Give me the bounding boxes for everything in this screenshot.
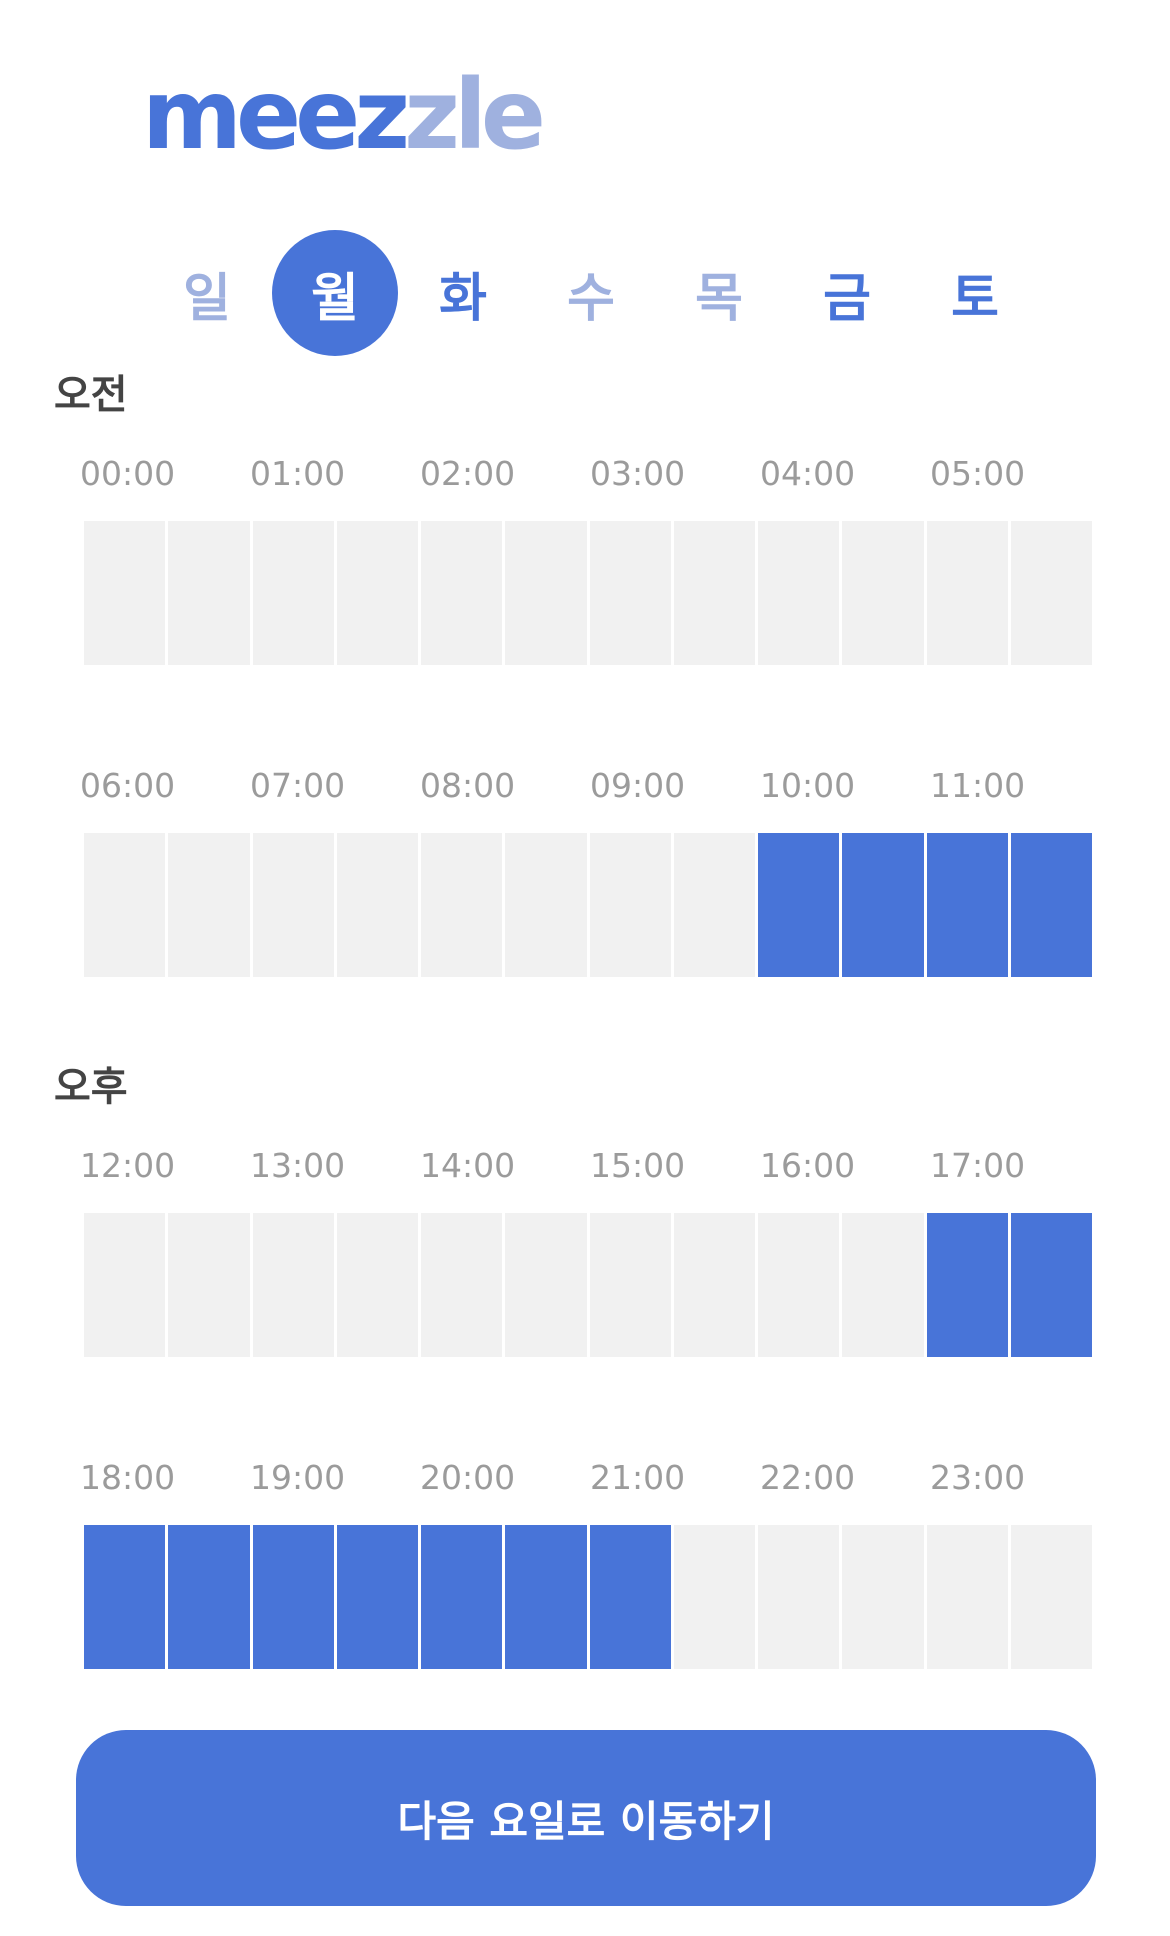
time-label: 02:00 [420,454,516,493]
time-slot[interactable] [421,833,503,977]
time-slot[interactable] [673,521,755,665]
time-slot[interactable] [589,833,671,977]
time-slot[interactable] [252,833,334,977]
time-slot-selected[interactable] [252,1525,334,1669]
time-labels: 00:00 01:00 02:00 03:00 04:00 05:00 [80,454,1092,504]
day-tab-3[interactable]: 수 [567,268,615,329]
time-slot[interactable] [842,1525,924,1669]
time-slot[interactable] [252,521,334,665]
time-slot[interactable] [505,1213,587,1357]
time-slot[interactable] [758,521,840,665]
time-slot[interactable] [673,833,755,977]
time-label: 04:00 [760,454,856,493]
time-label: 09:00 [590,766,686,805]
time-label: 14:00 [420,1146,516,1185]
time-slot[interactable] [505,833,587,977]
time-slot-selected[interactable] [1010,1213,1092,1357]
time-slot[interactable] [1010,521,1092,665]
time-slot[interactable] [168,833,250,977]
time-label: 11:00 [930,766,1026,805]
time-slot-selected[interactable] [842,833,924,977]
next-day-button[interactable]: 다음 요일로 이동하기 [76,1730,1096,1906]
time-slot-grid [84,1213,1092,1357]
time-labels: 12:00 13:00 14:00 15:00 16:00 17:00 [80,1146,1092,1196]
time-slot[interactable] [926,1525,1008,1669]
day-tab-4[interactable]: 목 [695,268,743,329]
time-slot-grid [84,833,1092,977]
time-label: 08:00 [420,766,516,805]
time-slot[interactable] [252,1213,334,1357]
day-tab-0[interactable]: 일 [183,268,231,329]
time-slot[interactable] [926,521,1008,665]
time-label: 00:00 [80,454,176,493]
time-slot[interactable] [589,1213,671,1357]
time-labels: 06:00 07:00 08:00 09:00 10:00 11:00 [80,766,1092,816]
time-label: 16:00 [760,1146,856,1185]
logo-part-1: meez [142,59,410,171]
pm-row-1: 12:00 13:00 14:00 15:00 16:00 17:00 [80,1146,1092,1357]
time-label: 15:00 [590,1146,686,1185]
day-tab-1[interactable]: 월 [272,230,398,356]
time-label: 19:00 [250,1458,346,1497]
time-slot-selected[interactable] [1010,833,1092,977]
time-slot-grid [84,1525,1092,1669]
time-slot-selected[interactable] [926,833,1008,977]
time-label: 22:00 [760,1458,856,1497]
time-label: 18:00 [80,1458,176,1497]
time-label: 13:00 [250,1146,346,1185]
time-slot-selected[interactable] [758,833,840,977]
time-slot[interactable] [421,1213,503,1357]
time-label: 05:00 [930,454,1026,493]
time-label: 03:00 [590,454,686,493]
day-tab-5[interactable]: 금 [823,268,871,329]
pm-label: 오후 [54,1064,128,1110]
time-label: 23:00 [930,1458,1026,1497]
time-slot[interactable] [84,521,166,665]
time-slot[interactable] [842,1213,924,1357]
day-tab-2[interactable]: 화 [439,268,487,329]
time-slot[interactable] [84,833,166,977]
time-slot-selected[interactable] [84,1525,166,1669]
time-slot[interactable] [673,1213,755,1357]
meezzle-logo: meez zle [142,59,546,171]
time-slot[interactable] [589,521,671,665]
time-slot[interactable] [336,1213,418,1357]
time-slot[interactable] [758,1525,840,1669]
time-slot-selected[interactable] [168,1525,250,1669]
time-slot-selected[interactable] [589,1525,671,1669]
time-slot[interactable] [168,1213,250,1357]
time-slot[interactable] [336,833,418,977]
time-labels: 18:00 19:00 20:00 21:00 22:00 23:00 [80,1458,1092,1508]
time-label: 06:00 [80,766,176,805]
day-tab-6[interactable]: 토 [951,268,999,329]
time-slot[interactable] [505,521,587,665]
time-slot[interactable] [421,521,503,665]
time-slot-selected[interactable] [926,1213,1008,1357]
time-slot-grid [84,521,1092,665]
pm-row-2: 18:00 19:00 20:00 21:00 22:00 23:00 [80,1458,1092,1669]
time-label: 12:00 [80,1146,176,1185]
time-slot-selected[interactable] [505,1525,587,1669]
time-slot[interactable] [336,521,418,665]
am-row-2: 06:00 07:00 08:00 09:00 10:00 11:00 [80,766,1092,977]
time-slot-selected[interactable] [336,1525,418,1669]
am-label: 오전 [54,372,128,418]
time-slot-selected[interactable] [421,1525,503,1669]
time-label: 20:00 [420,1458,516,1497]
time-slot[interactable] [1010,1525,1092,1669]
time-label: 17:00 [930,1146,1026,1185]
time-label: 01:00 [250,454,346,493]
time-label: 10:00 [760,766,856,805]
time-slot[interactable] [168,521,250,665]
time-slot[interactable] [842,521,924,665]
am-row-1: 00:00 01:00 02:00 03:00 04:00 05:00 [80,454,1092,665]
time-label: 07:00 [250,766,346,805]
time-slot[interactable] [758,1213,840,1357]
time-slot[interactable] [84,1213,166,1357]
time-slot[interactable] [673,1525,755,1669]
logo-part-2: zle [404,59,546,171]
time-label: 21:00 [590,1458,686,1497]
